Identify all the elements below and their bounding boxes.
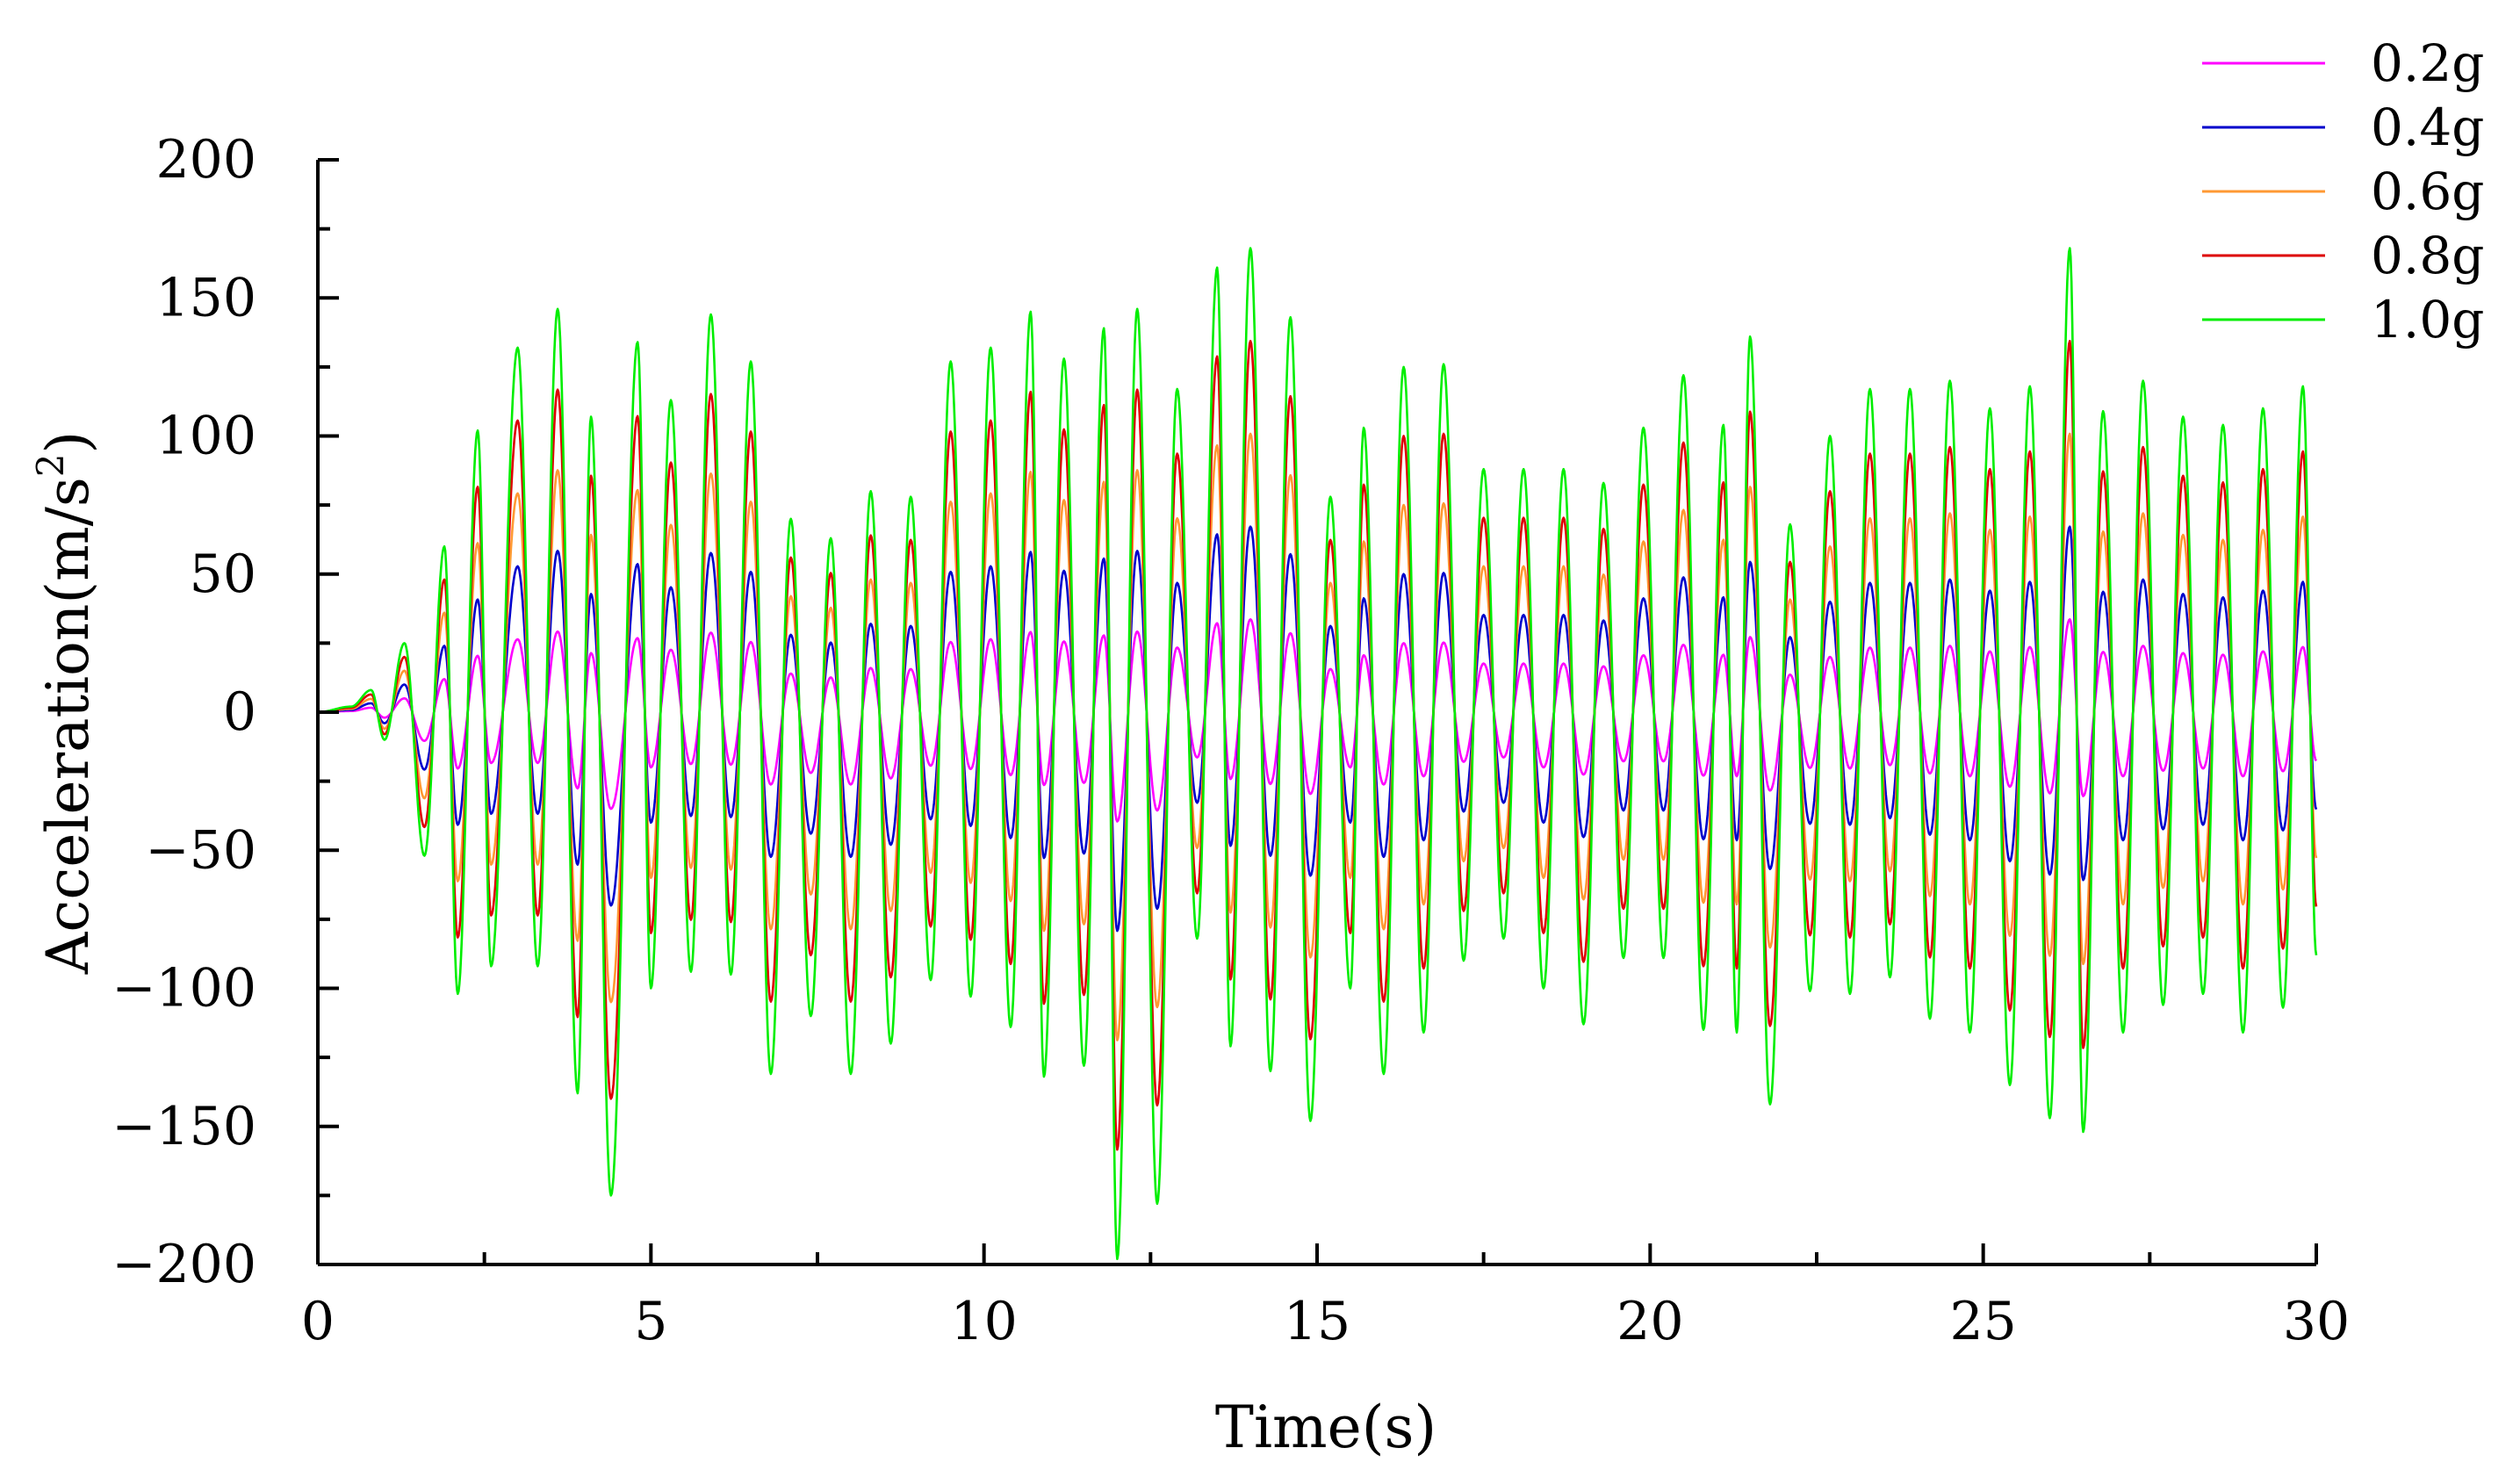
ticks-group: 0 5 10 15 20 25 30 200 150 100 50 0 −50 −100 −150 −200 (112, 129, 2350, 1352)
x-axis-title: Time(s) (1215, 1394, 1436, 1461)
y-tick-label: −50 (145, 819, 256, 881)
y-tick-label: −150 (112, 1096, 256, 1157)
legend-label-0.8g: 0.8g (2371, 226, 2484, 285)
legend-label-0.2g: 0.2g (2371, 33, 2484, 93)
y-tick-label: 50 (190, 544, 256, 605)
x-tick-label: 20 (1616, 1291, 1683, 1352)
y-tick-label: 0 (223, 681, 256, 743)
y-tick-label: 150 (155, 267, 256, 328)
x-tick-label: 0 (301, 1291, 335, 1352)
x-tick-label: 30 (2283, 1291, 2350, 1352)
legend-label-1.0g: 1.0g (2371, 290, 2484, 349)
plot-series-group (317, 247, 2318, 1260)
y-tick-label: 100 (155, 406, 256, 467)
series-line-1.0g (317, 247, 2318, 1260)
y-axis-title-base: Acceleration(m/s (34, 477, 102, 975)
legend-label-0.6g: 0.6g (2371, 162, 2484, 221)
series-line-0.2g (317, 618, 2318, 823)
legend: 0.2g0.4g0.6g0.8g1.0g (2202, 33, 2484, 349)
legend-label-0.4g: 0.4g (2371, 97, 2484, 157)
y-tick-label: −200 (112, 1234, 256, 1295)
y-axis-title: Acceleration(m/s2) (29, 431, 102, 976)
x-tick-label: 25 (1949, 1291, 2016, 1352)
x-tick-label: 5 (634, 1291, 667, 1352)
x-tick-label: 15 (1284, 1291, 1350, 1352)
y-tick-label: −100 (112, 958, 256, 1019)
y-axis-title-superscript: 2 (29, 453, 72, 477)
y-axis-title-end: ) (34, 431, 102, 454)
x-tick-label: 10 (950, 1291, 1017, 1352)
y-tick-label: 200 (155, 129, 256, 191)
